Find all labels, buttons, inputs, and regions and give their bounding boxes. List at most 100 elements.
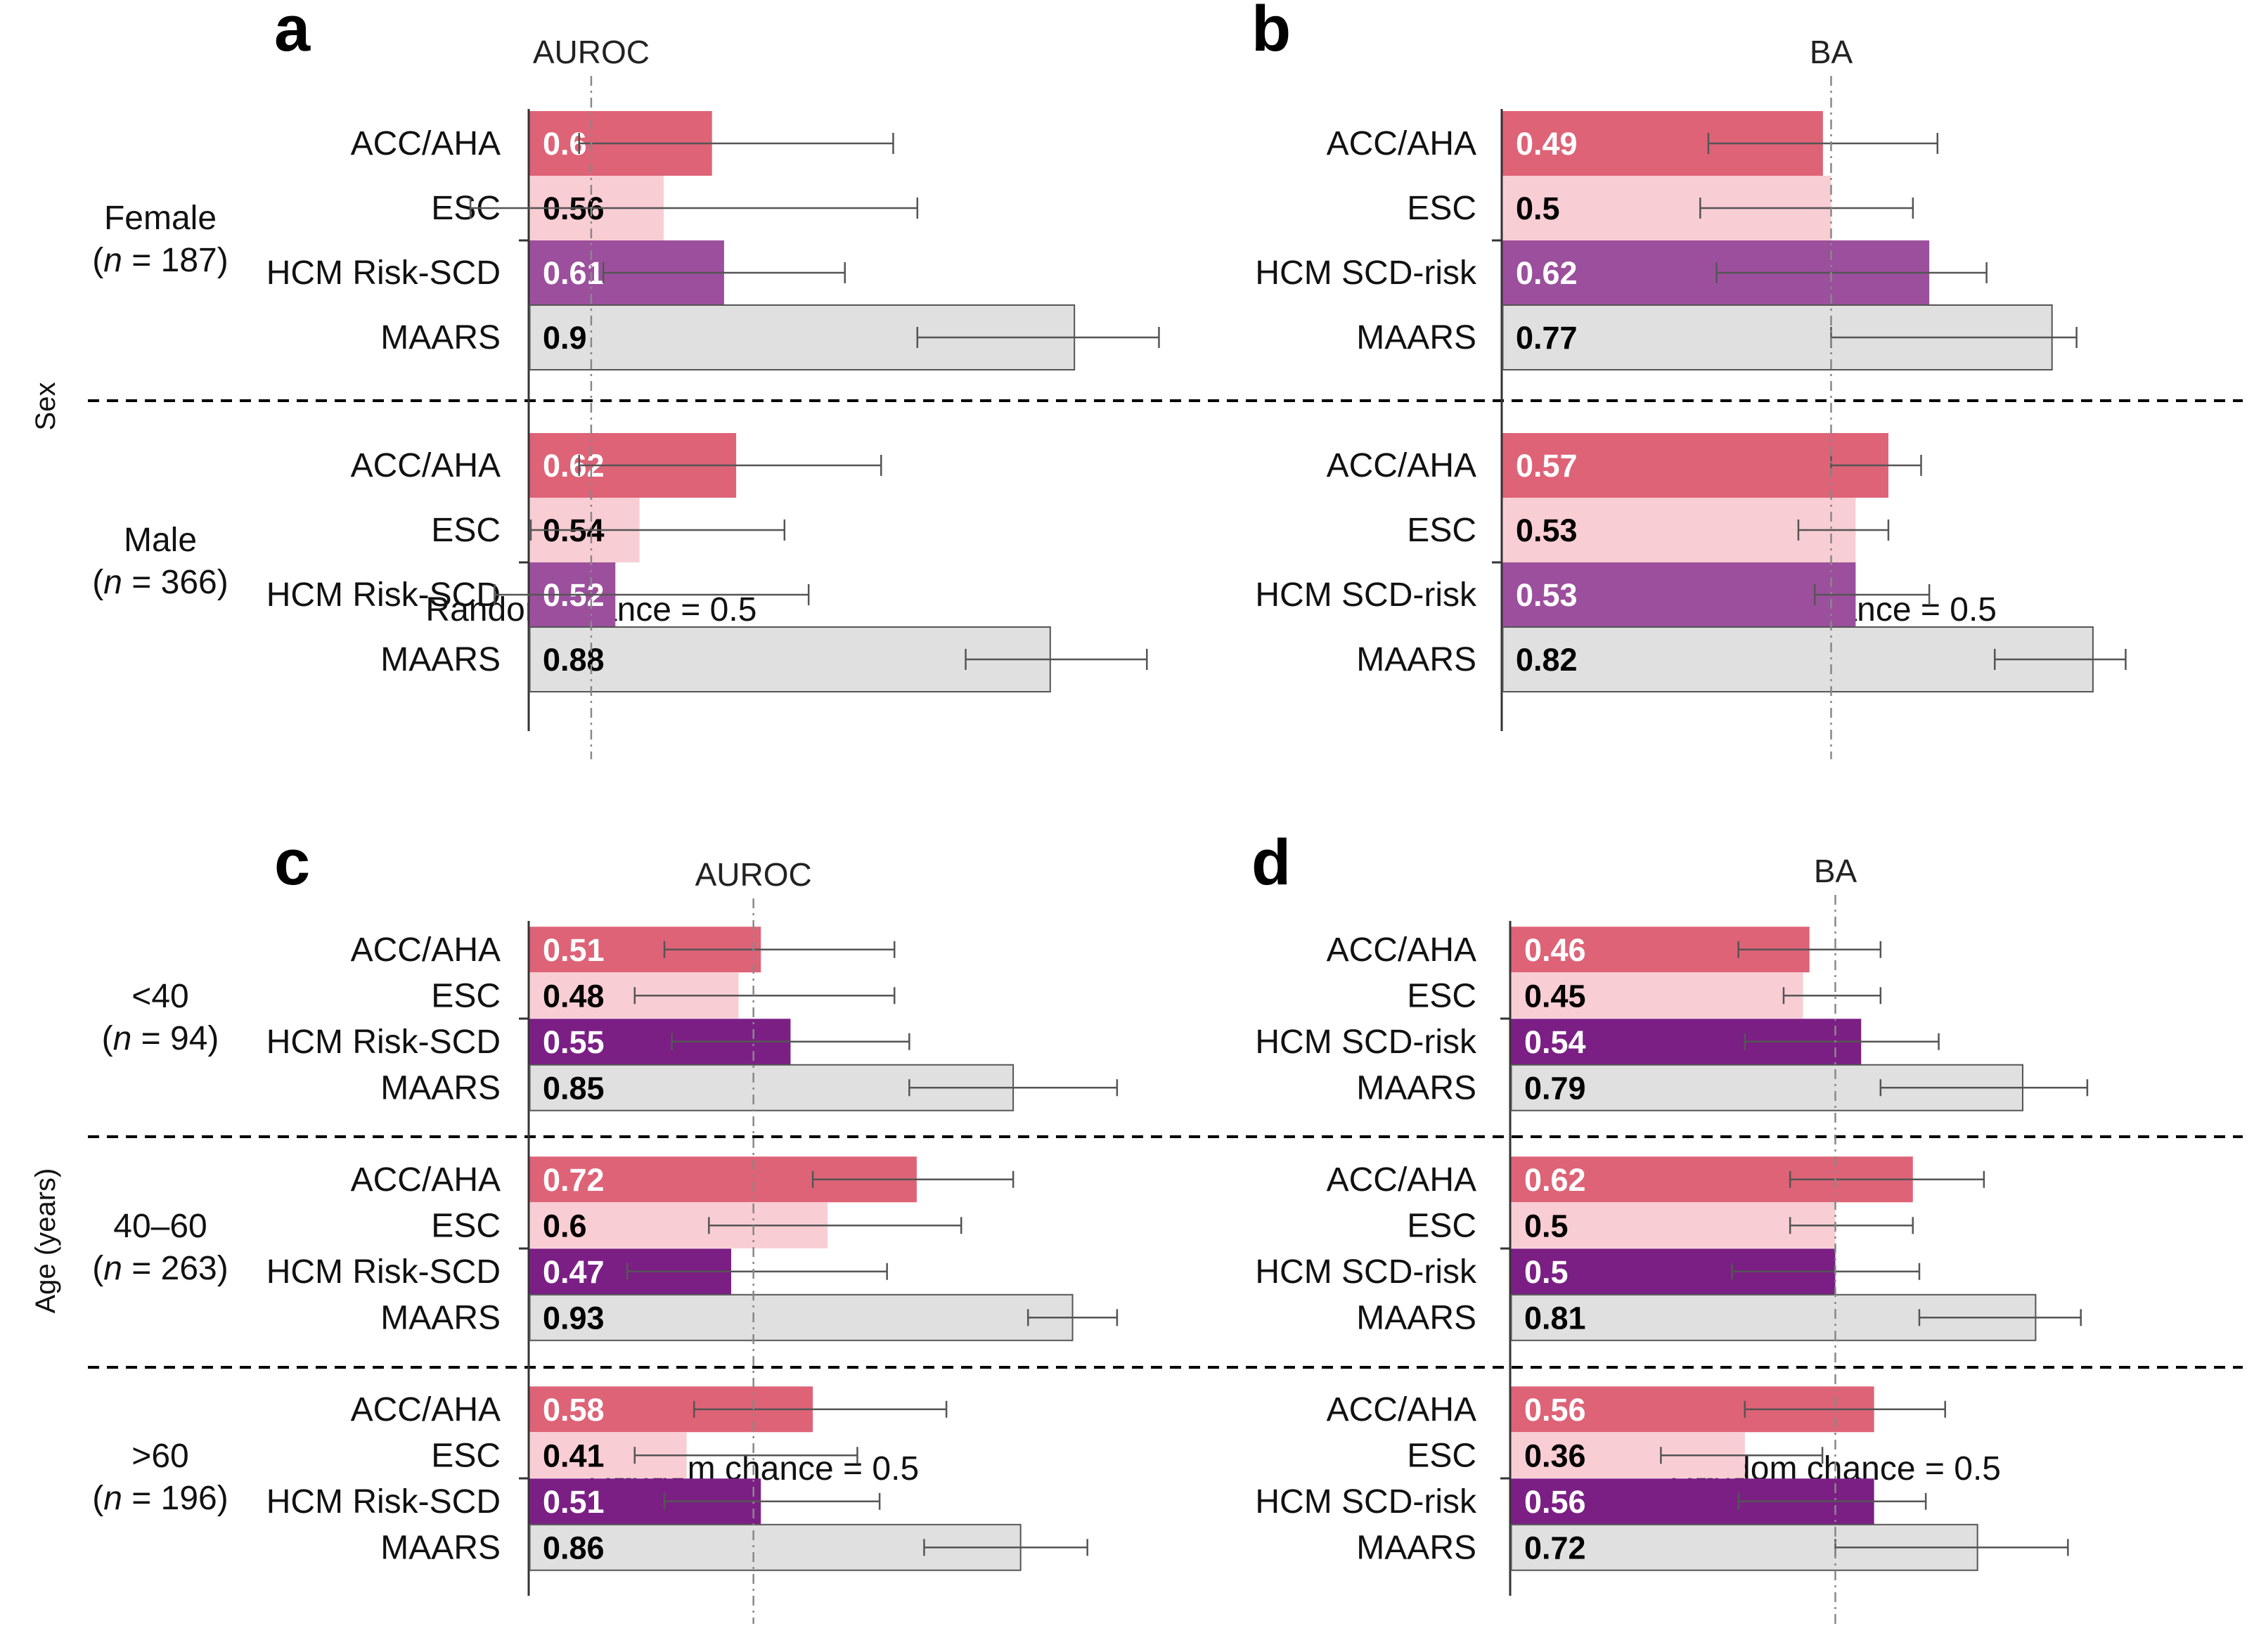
section-label: Age (years) [30,1168,61,1314]
model-label: HCM SCD-risk [1255,1024,1477,1061]
model-label: HCM Risk-SCD [266,1253,501,1291]
value-label: 0.9 [543,320,587,356]
value-label: 0.53 [1516,577,1578,613]
model-label: ESC [431,977,501,1014]
n-value: = 187) [122,242,228,279]
panel-letter: d [1251,827,1291,898]
value-label: 0.61 [543,255,605,291]
model-label: HCM Risk-SCD [266,1024,501,1061]
model-label: MAARS [1356,1299,1476,1336]
value-label: 0.54 [1524,1024,1586,1060]
n-symbol: n [103,1480,122,1517]
model-label: ACC/AHA [1327,447,1476,484]
value-label: 0.49 [1516,126,1578,162]
n-open: ( [92,1250,103,1287]
bar [1502,562,1856,627]
metric-title: AUROC [695,856,812,893]
group-n-label: (n = 196) [92,1480,228,1517]
group-name: Male [124,522,197,559]
group-name: Female [104,200,217,237]
model-label: ESC [1407,190,1476,227]
model-label: HCM Risk-SCD [266,576,501,614]
group-name: >60 [131,1438,188,1475]
panel-letter: b [1251,0,1291,65]
group-c-0: <40 (n = 94) ACC/AHA 0.51 ESC 0.48 HCM Risk-SC… [102,927,1119,1111]
bar [1502,498,1856,562]
group-b-1: ACC/AHA 0.57 ESC 0.53 HCM SCD-risk 0.53 MAARS 0… [1255,433,2127,692]
value-label: 0.51 [543,1484,605,1520]
n-open: ( [92,1480,103,1517]
value-label: 0.48 [543,978,605,1014]
value-label: 0.62 [1524,1162,1586,1198]
model-label: ACC/AHA [351,447,501,484]
group-d-1: ACC/AHA 0.62 ESC 0.5 HCM SCD-risk 0.5 MAARS 0.8… [1255,1156,2082,1341]
value-label: 0.88 [543,642,605,678]
model-label: ESC [1407,977,1476,1014]
value-label: 0.77 [1516,320,1578,356]
n-open: ( [92,242,103,279]
n-value: = 196) [122,1480,228,1517]
value-label: 0.86 [543,1530,605,1566]
model-label: MAARS [380,1529,501,1566]
value-label: 0.47 [543,1254,605,1290]
value-label: 0.6 [543,1208,587,1244]
model-label: MAARS [1356,319,1476,356]
panel-b: bBARandom chance = 0.5ACC/AHA0.49ESC0.5H… [1251,0,2127,759]
group-b-0: ACC/AHA 0.49 ESC 0.5 HCM SCD-risk 0.62 MAARS 0.… [1255,111,2078,370]
model-label: MAARS [1356,1529,1476,1566]
value-label: 0.79 [1524,1070,1586,1106]
value-label: 0.46 [1524,932,1586,968]
n-open: ( [102,1020,113,1057]
group-d-0: ACC/AHA 0.46 ESC 0.45 HCM SCD-risk 0.54 MAARS 0… [1255,927,2089,1111]
n-symbol: n [113,1020,132,1057]
value-label: 0.55 [543,1024,605,1060]
group-n-label: (n = 187) [92,242,228,279]
group-name: 40–60 [113,1208,207,1245]
value-label: 0.62 [1516,255,1578,291]
model-label: ACC/AHA [1327,1391,1476,1428]
value-label: 0.5 [1524,1254,1569,1290]
value-label: 0.56 [1524,1392,1586,1428]
n-symbol: n [103,242,122,279]
model-label: HCM SCD-risk [1255,254,1477,292]
bar [1511,1202,1836,1248]
model-label: ESC [1407,512,1476,549]
value-label: 0.72 [543,1162,605,1198]
model-label: MAARS [380,1299,501,1336]
group-c-2: >60 (n = 196) ACC/AHA 0.58 ESC 0.41 HCM Risk-S… [92,1386,1088,1571]
n-symbol: n [103,1250,122,1287]
model-label: ESC [431,512,501,549]
value-label: 0.93 [543,1300,605,1336]
model-label: ACC/AHA [1327,125,1476,162]
metric-title: BA [1810,34,1853,70]
value-label: 0.53 [1516,512,1578,548]
value-label: 0.45 [1524,978,1586,1014]
panel-letter: c [274,827,310,898]
model-label: HCM Risk-SCD [266,254,501,292]
model-label: ESC [1407,1437,1476,1474]
model-label: MAARS [1356,1069,1476,1106]
bar [529,626,1051,692]
group-c-1: 40–60 (n = 263) ACC/AHA 0.72 ESC 0.6 HCM Risk-… [92,1156,1119,1341]
model-label: ACC/AHA [351,1161,501,1199]
bar [529,1293,1074,1341]
value-label: 0.82 [1516,642,1578,678]
metric-title: AUROC [533,34,650,70]
n-open: ( [92,564,103,601]
group-n-label: (n = 94) [102,1020,219,1057]
value-label: 0.5 [1516,191,1560,226]
n-value: = 94) [131,1020,219,1057]
group-d-2: ACC/AHA 0.56 ESC 0.36 HCM SCD-risk 0.56 MAARS 0… [1255,1386,2069,1571]
model-label: HCM SCD-risk [1255,576,1477,614]
value-label: 0.57 [1516,448,1578,484]
value-label: 0.81 [1524,1300,1586,1336]
model-label: HCM Risk-SCD [266,1483,501,1521]
group-name: <40 [131,978,188,1015]
model-label: ESC [431,1437,501,1474]
value-label: 0.51 [543,932,605,968]
